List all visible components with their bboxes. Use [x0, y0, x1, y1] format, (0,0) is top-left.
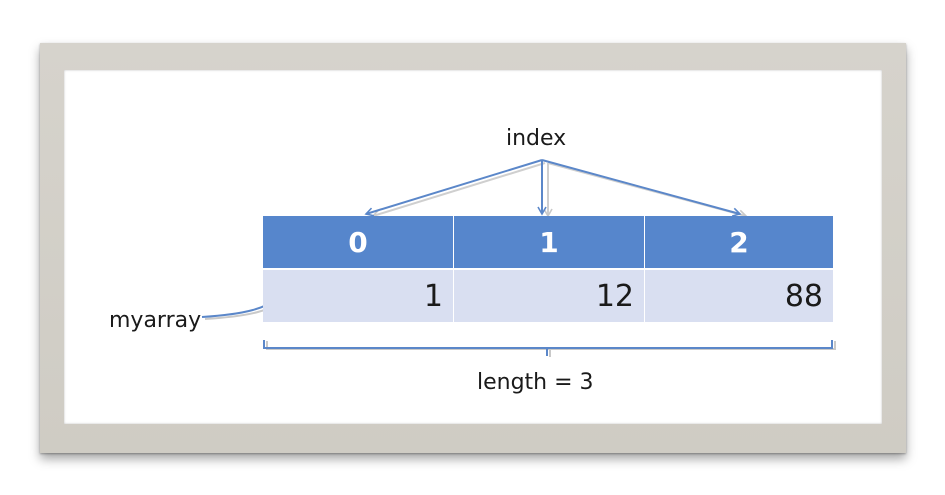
- value-cell-2-text: 88: [784, 278, 823, 314]
- diagram-connectors: [201, 159, 836, 357]
- index-arrows: [364, 159, 742, 217]
- index-cell-2-text: 2: [729, 225, 749, 259]
- diagram-canvas: index 0 1 2 1 12 88 myarray length = 3: [64, 70, 882, 424]
- index-cell-0-text: 0: [348, 225, 368, 259]
- value-cell-1-text: 12: [595, 278, 634, 314]
- index-cell-1: 1: [454, 216, 644, 268]
- value-cell-2: 88: [645, 270, 833, 322]
- index-arrow-0: [364, 159, 543, 217]
- index-arrows-shadow: [371, 162, 748, 219]
- length-brace: [263, 340, 836, 357]
- index-cell-1-text: 1: [539, 225, 559, 259]
- index-arrow-2: [541, 159, 742, 217]
- value-cell-1: 12: [454, 270, 644, 322]
- length-label: length = 3: [477, 370, 594, 395]
- diagram-frame: index 0 1 2 1 12 88 myarray length = 3: [40, 43, 906, 453]
- value-cell-0: 1: [263, 270, 453, 322]
- index-cell-0: 0: [263, 216, 453, 268]
- array-name-label: myarray: [109, 308, 202, 333]
- index-cell-2: 2: [645, 216, 833, 268]
- value-cell-0-text: 1: [423, 278, 443, 314]
- index-label: index: [506, 126, 567, 151]
